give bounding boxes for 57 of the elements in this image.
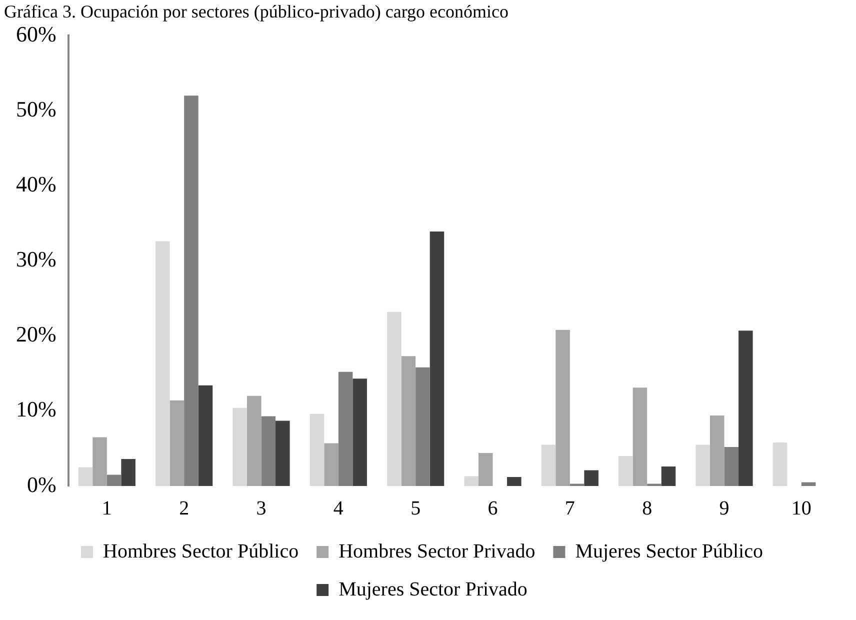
y-tick-label: 30% <box>16 246 56 272</box>
bar <box>401 356 416 486</box>
bar <box>198 385 213 486</box>
bar <box>772 442 788 486</box>
legend-label: Hombres Sector Privado <box>338 540 536 562</box>
bar <box>387 312 402 486</box>
legend-label: Mujeres Sector Público <box>575 540 763 562</box>
chart-title: Gráfica 3. Ocupación por sectores (público-privado) cargo económico <box>4 2 508 22</box>
bar <box>738 330 753 486</box>
y-tick-label: 20% <box>16 322 56 347</box>
bar <box>710 415 724 486</box>
bar <box>338 372 353 486</box>
x-tick-label: 4 <box>333 497 344 520</box>
x-tick-label: 7 <box>564 497 575 520</box>
bar <box>507 476 522 486</box>
y-tick-label: 50% <box>16 96 56 122</box>
bar <box>541 444 556 486</box>
bar <box>584 470 598 486</box>
bar <box>246 396 262 486</box>
bar <box>92 437 107 486</box>
bar <box>261 416 276 486</box>
bar <box>232 408 247 486</box>
bar <box>324 443 338 486</box>
bar <box>430 232 444 486</box>
bar <box>106 474 122 486</box>
x-tick-label: 1 <box>102 497 112 520</box>
bar <box>170 400 184 486</box>
bar <box>416 367 430 486</box>
bar <box>556 330 570 486</box>
bar <box>696 444 710 486</box>
x-tick-label: 2 <box>179 497 190 520</box>
bar <box>464 476 478 486</box>
bar <box>121 458 136 486</box>
y-tick-label: 60% <box>16 21 56 46</box>
bar <box>310 414 324 486</box>
bar <box>156 241 170 486</box>
bar <box>276 420 290 486</box>
bar <box>184 96 198 486</box>
x-tick-label: 3 <box>256 497 266 520</box>
legend-label: Mujeres Sector Privado <box>338 578 528 600</box>
bar <box>478 452 493 486</box>
bar <box>724 446 739 486</box>
x-tick-label: 6 <box>488 497 498 520</box>
x-tick-label: 10 <box>791 497 812 520</box>
y-tick-label: 40% <box>16 172 56 197</box>
bar <box>801 482 816 486</box>
bar <box>352 378 367 486</box>
legend-label: Hombres Sector Público <box>103 540 299 562</box>
x-tick-label: 5 <box>410 497 421 520</box>
bar <box>78 467 93 486</box>
bar <box>661 466 676 486</box>
bar <box>618 456 633 486</box>
x-tick-label: 8 <box>642 497 652 520</box>
bar <box>632 388 648 486</box>
y-tick-label: 0% <box>27 472 56 497</box>
x-tick-label: 9 <box>719 497 730 520</box>
y-tick-label: 10% <box>16 396 56 422</box>
